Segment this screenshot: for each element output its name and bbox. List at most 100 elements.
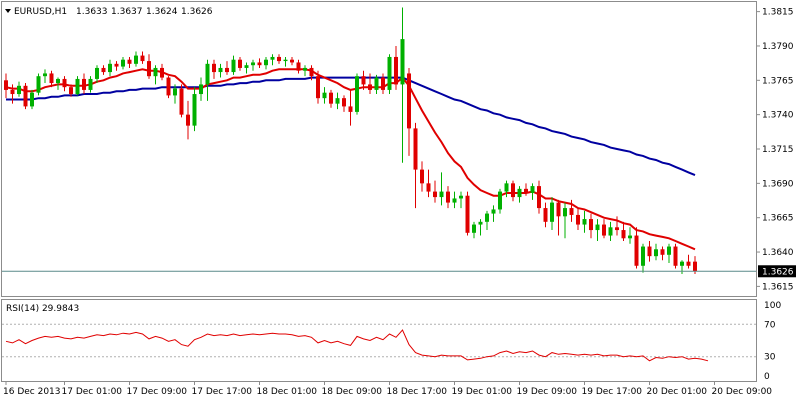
candle-body bbox=[166, 77, 171, 96]
candle bbox=[368, 73, 372, 95]
candle bbox=[426, 169, 431, 198]
candle-body bbox=[686, 261, 691, 266]
candle bbox=[121, 56, 125, 70]
candle-body bbox=[322, 92, 327, 99]
candle-body bbox=[238, 59, 242, 68]
candle bbox=[361, 70, 366, 90]
candle-body bbox=[387, 56, 392, 90]
candle-body bbox=[218, 67, 223, 73]
candle bbox=[686, 254, 691, 269]
candle-body bbox=[257, 62, 262, 66]
price-tick-label: 1.3640 bbox=[762, 248, 794, 258]
slow-moving-average-line bbox=[6, 76, 696, 177]
rsi-levels bbox=[2, 323, 756, 358]
candle bbox=[140, 51, 145, 64]
dropdown-triangle-icon bbox=[5, 9, 11, 13]
ohlc-high: 1.3637 bbox=[111, 7, 143, 17]
candle-body bbox=[654, 249, 658, 257]
candle bbox=[569, 199, 574, 222]
candle-body bbox=[400, 39, 405, 85]
candle-body bbox=[660, 249, 665, 255]
candle bbox=[342, 95, 346, 112]
candle bbox=[608, 221, 613, 242]
candle bbox=[524, 183, 528, 196]
candle-body bbox=[108, 63, 112, 73]
candle-body bbox=[537, 186, 541, 209]
candle bbox=[82, 73, 86, 95]
candle bbox=[95, 65, 99, 84]
candle bbox=[316, 70, 320, 104]
candle-body bbox=[485, 213, 489, 222]
candle bbox=[49, 70, 54, 88]
rsi-tick-label: 70 bbox=[764, 320, 776, 330]
candle bbox=[485, 210, 489, 231]
candle-body bbox=[186, 114, 190, 126]
candle-body bbox=[121, 59, 125, 67]
candle bbox=[602, 219, 606, 239]
candle-body bbox=[329, 92, 333, 104]
time-tick-label: 18 Dec 01:00 bbox=[257, 387, 318, 397]
candle bbox=[634, 227, 639, 269]
candle-body bbox=[17, 85, 21, 95]
candle-body bbox=[69, 87, 73, 95]
candle bbox=[192, 87, 197, 132]
candle-body bbox=[374, 77, 379, 90]
candle-body bbox=[316, 76, 320, 99]
candle-body bbox=[153, 67, 158, 77]
candle-body bbox=[56, 78, 60, 84]
candle-body bbox=[114, 63, 119, 67]
candle-body bbox=[212, 63, 216, 73]
candle-body bbox=[381, 77, 385, 90]
candle bbox=[582, 210, 587, 233]
candle-body bbox=[160, 67, 164, 78]
candle bbox=[589, 213, 593, 239]
candle bbox=[394, 45, 398, 90]
fast-moving-average-line bbox=[5, 68, 696, 251]
rsi-title: RSI(14) 29.9843 bbox=[6, 304, 79, 314]
candle-body bbox=[634, 235, 639, 266]
candle bbox=[56, 77, 60, 90]
candle bbox=[134, 51, 138, 67]
time-tick-label: 19 Dec 09:00 bbox=[517, 387, 578, 397]
candle bbox=[251, 59, 255, 71]
candle-body bbox=[543, 208, 548, 222]
candle-body bbox=[296, 62, 301, 71]
candle bbox=[660, 246, 665, 261]
candle-body bbox=[277, 56, 281, 62]
candle-body bbox=[550, 202, 554, 222]
candle-body bbox=[361, 76, 366, 85]
candle-body bbox=[576, 214, 580, 225]
ohlc-low: 1.3624 bbox=[146, 7, 178, 17]
price-tick-label: 1.3790 bbox=[762, 42, 794, 52]
candle bbox=[43, 69, 47, 84]
candle-body bbox=[517, 188, 522, 198]
candle bbox=[108, 59, 112, 77]
candle bbox=[173, 84, 177, 104]
time-tick-label: 19 Dec 01:00 bbox=[452, 387, 513, 397]
candle bbox=[420, 161, 424, 192]
candle-body bbox=[667, 246, 671, 255]
candle bbox=[30, 89, 34, 110]
candle-body bbox=[244, 65, 249, 68]
candle bbox=[641, 243, 645, 273]
candle bbox=[550, 197, 554, 231]
candle bbox=[329, 89, 333, 108]
candle bbox=[205, 59, 210, 101]
moving-averages bbox=[5, 68, 696, 251]
candle bbox=[153, 65, 158, 85]
candle-body bbox=[309, 67, 314, 77]
candle bbox=[166, 76, 171, 99]
candle-body bbox=[342, 98, 346, 107]
candle-body bbox=[179, 88, 184, 115]
candle-body bbox=[147, 61, 151, 77]
time-axis: 16 Dec 2013 17 Dec 01:00 17 Dec 09:00 17 De… bbox=[3, 381, 772, 397]
current-price-box bbox=[758, 265, 796, 278]
candle-body bbox=[472, 224, 476, 233]
candle-body bbox=[88, 78, 93, 90]
candle-body bbox=[602, 224, 606, 236]
candle-body bbox=[608, 227, 613, 236]
candle bbox=[621, 221, 626, 242]
candle-body bbox=[556, 202, 561, 217]
symbol-label: EURUSD,H1 bbox=[14, 7, 67, 17]
